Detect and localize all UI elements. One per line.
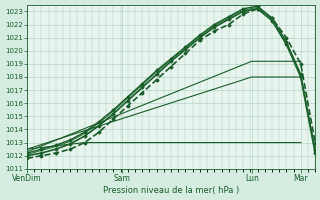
- X-axis label: Pression niveau de la mer( hPa ): Pression niveau de la mer( hPa ): [103, 186, 239, 195]
